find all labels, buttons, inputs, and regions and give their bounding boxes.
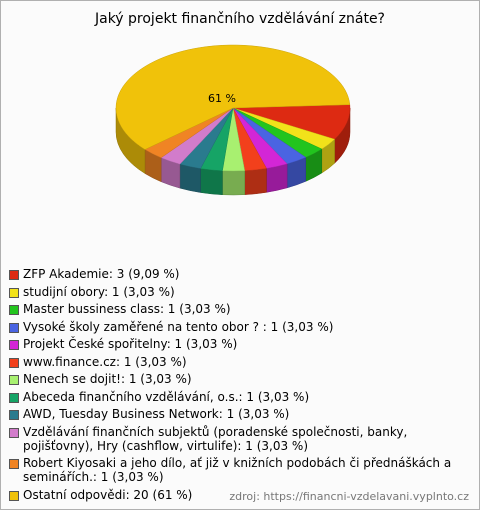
legend-swatch [9,340,19,350]
legend-label: Robert Kiyosaki a jeho dílo, ať již v kn… [23,456,452,484]
slice-side [222,170,245,196]
legend-item: Ostatní odpovědi: 20 (61 %) [9,488,471,502]
legend-label: Master bussiness class: 1 (3,03 %) [23,302,231,316]
legend-item: studijní obory: 1 (3,03 %) [9,285,471,299]
legend-item: Abeceda finančního vzdělávání, o.s.: 1 (… [9,390,471,404]
slice-side [266,163,288,193]
legend-label: Ostatní odpovědi: 20 (61 %) [23,487,193,502]
slice-label: 61 % [208,92,236,105]
legend-swatch [9,287,19,298]
legend-swatch [9,322,19,333]
legend-swatch [9,410,19,420]
legend-item: Vzdělávání finančních subjektů (poradens… [9,425,471,453]
legend-item: ZFP Akademie: 3 (9,09 %) [9,267,471,281]
legend-label: Vysoké školy zaměřené na tento obor ? : … [23,319,334,334]
legend-item: Nenech se dojit!: 1 (3,03 %) [9,372,471,386]
legend-item: Master bussiness class: 1 (3,03 %) [9,302,471,316]
legend-item: AWD, Tuesday Business Network: 1 (3,03 %… [9,407,471,421]
legend-swatch [9,375,19,385]
legend-swatch [9,392,19,403]
legend-label: Nenech se dojit!: 1 (3,03 %) [23,372,192,386]
legend: ZFP Akademie: 3 (9,09 %) studijní obory: … [9,267,471,505]
slice-side [244,168,267,195]
legend-item: Projekt České spořitelny: 1 (3,03 %) [9,337,471,351]
legend-swatch [9,305,19,315]
legend-label: ZFP Akademie: 3 (9,09 %) [23,267,180,281]
pie-area: Jaký projekt finančního vzdělávání znáte… [94,11,385,196]
legend-item: Robert Kiyosaki a jeho dílo, ať již v kn… [9,456,471,484]
legend-swatch [9,270,19,280]
legend-label: www.finance.cz: 1 (3,03 %) [23,354,187,369]
legend-label: Abeceda finančního vzdělávání, o.s.: 1 (… [23,389,310,404]
legend-label: AWD, Tuesday Business Network: 1 (3,03 %… [23,407,290,421]
slice-side [200,168,223,196]
legend-swatch [9,357,19,368]
legend-label: studijní obory: 1 (3,03 %) [23,284,175,299]
legend-item: www.finance.cz: 1 (3,03 %) [9,355,471,369]
legend-swatch [9,490,19,501]
slice [115,44,351,150]
slice-side [179,163,201,193]
legend-swatch [9,459,19,469]
legend-label: Vzdělávání finančních subjektů (poradens… [23,424,408,453]
legend-swatch [9,427,19,438]
legend-label: Projekt České spořitelny: 1 (3,03 %) [23,337,238,351]
chart-title: Jaký projekt finančního vzdělávání znáte… [94,11,385,27]
legend-item: Vysoké školy zaměřené na tento obor ? : … [9,320,471,334]
source: zdroj: https://financni-vzdelavani.vypln… [229,490,469,503]
